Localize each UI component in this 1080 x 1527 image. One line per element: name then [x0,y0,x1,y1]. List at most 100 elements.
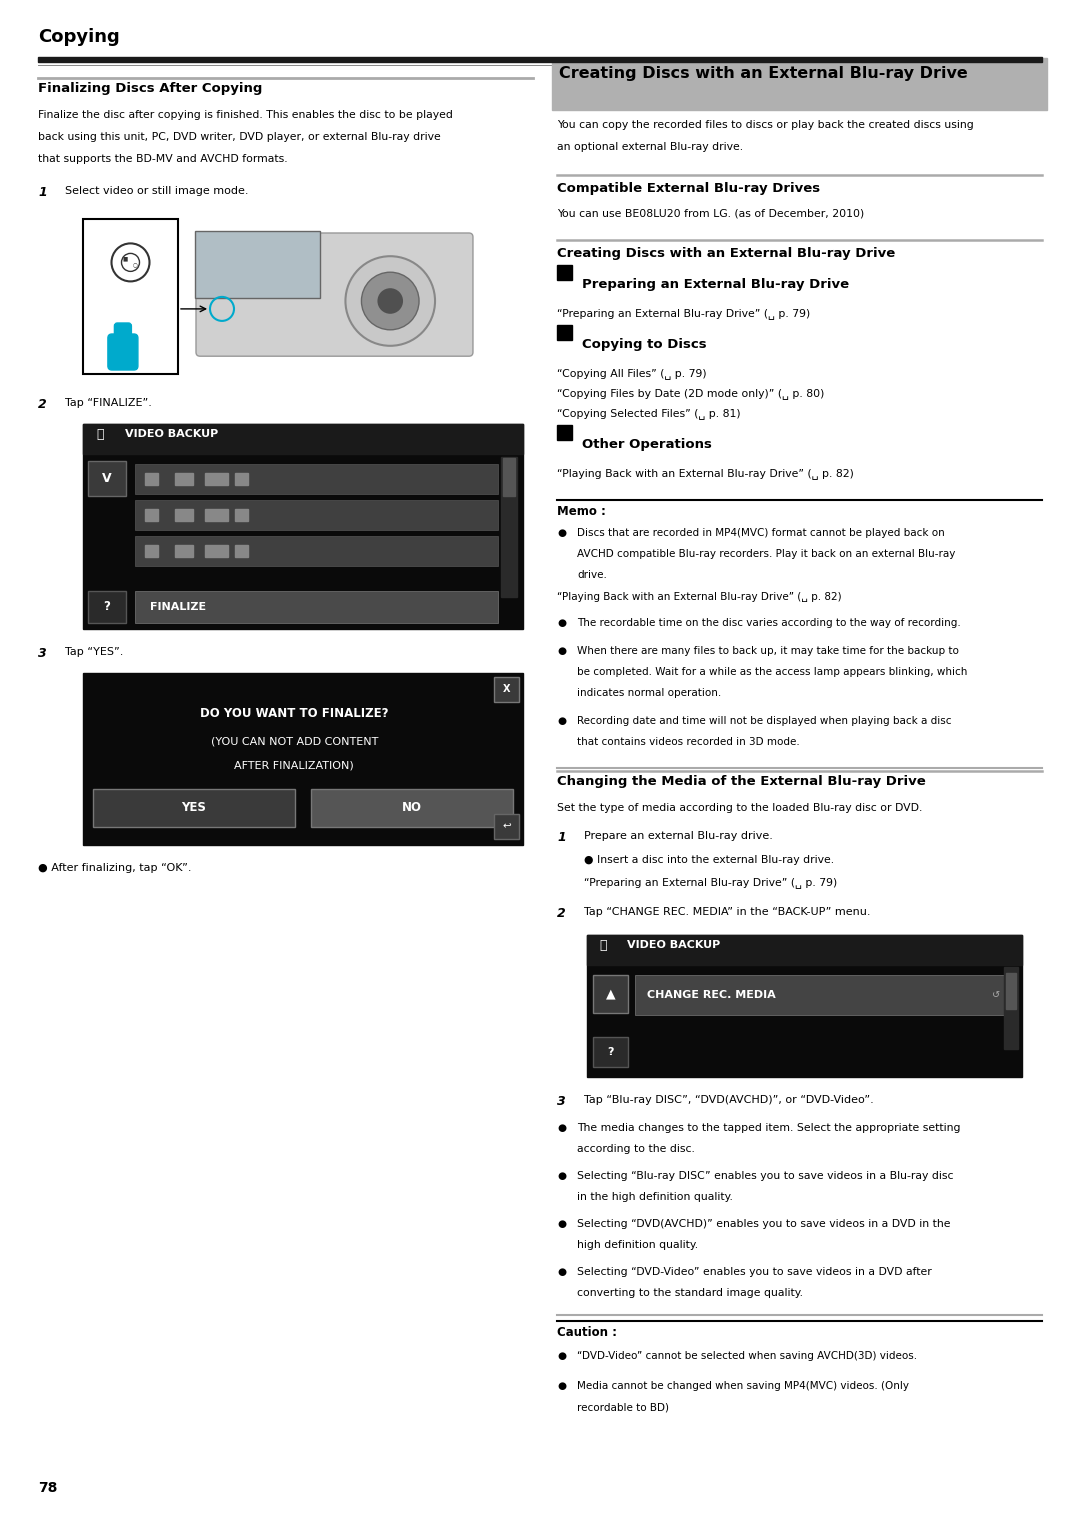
Text: The recordable time on the disc varies according to the way of recording.: The recordable time on the disc varies a… [577,618,961,628]
Bar [83,673,523,844]
Text: “Playing Back with an External Blu-ray Drive” (␣ p. 82): “Playing Back with an External Blu-ray D… [557,592,841,602]
Text: “Preparing an External Blu-ray Drive” (␣ p. 79): “Preparing an External Blu-ray Drive” (␣… [584,876,837,887]
Text: 2: 2 [557,907,566,919]
Text: Finalizing Discs After Copying: Finalizing Discs After Copying [38,82,262,95]
FancyBboxPatch shape [195,231,320,298]
Text: Set the type of media according to the loaded Blu-ray disc or DVD.: Set the type of media according to the l… [557,803,922,812]
Bar [235,473,248,486]
Text: ○: ○ [133,263,138,267]
Bar [235,545,248,557]
Text: “Copying All Files” (␣ p. 79): “Copying All Files” (␣ p. 79) [557,368,706,379]
Text: AVCHD compatible Blu-ray recorders. Play it back on an external Blu-ray: AVCHD compatible Blu-ray recorders. Play… [577,550,956,559]
Text: ▲: ▲ [606,988,616,1000]
Text: Recording date and time will not be displayed when playing back a disc: Recording date and time will not be disp… [577,716,951,725]
Text: “Copying Files by Date (2D mode only)” (␣ p. 80): “Copying Files by Date (2D mode only)” (… [557,388,824,399]
Bar [135,464,498,495]
Text: Tap “CHANGE REC. MEDIA” in the “BACK-UP” menu.: Tap “CHANGE REC. MEDIA” in the “BACK-UP”… [584,907,870,918]
Text: “Playing Back with an External Blu-ray Drive” (␣ p. 82): “Playing Back with an External Blu-ray D… [557,467,854,479]
Text: YES: YES [181,802,206,814]
Bar [83,425,523,454]
Circle shape [377,289,403,315]
Circle shape [346,257,435,345]
Bar [235,508,248,521]
FancyBboxPatch shape [108,334,138,370]
Bar [135,591,498,623]
Bar [175,473,193,486]
Bar [145,473,158,486]
Text: ● After finalizing, tap “OK”.: ● After finalizing, tap “OK”. [38,863,191,873]
Text: indicates normal operation.: indicates normal operation. [577,689,721,698]
FancyBboxPatch shape [114,324,132,347]
Text: 3: 3 [557,1095,566,1109]
Text: back using this unit, PC, DVD writer, DVD player, or external Blu-ray drive: back using this unit, PC, DVD writer, DV… [38,131,441,142]
Bar [38,56,1042,63]
Text: X: X [503,684,510,695]
Bar [557,325,572,341]
Text: 📹: 📹 [96,428,104,441]
Text: ↩: ↩ [502,822,511,832]
Text: ●: ● [557,1122,566,1133]
Text: Tap “Blu-ray DISC”, “DVD(AVCHD)”, or “DVD-Video”.: Tap “Blu-ray DISC”, “DVD(AVCHD)”, or “DV… [584,1095,874,1106]
Text: 3: 3 [38,647,46,660]
Bar [205,545,228,557]
Text: ?: ? [104,600,110,614]
Text: FINALIZE: FINALIZE [150,602,206,612]
Text: in the high definition quality.: in the high definition quality. [577,1193,733,1202]
Text: Compatible External Blu-ray Drives: Compatible External Blu-ray Drives [557,182,820,195]
Bar [175,545,193,557]
Text: You can use BE08LU20 from LG. (as of December, 2010): You can use BE08LU20 from LG. (as of Dec… [557,209,864,218]
Text: high definition quality.: high definition quality. [577,1240,698,1251]
Bar [588,935,1022,965]
Text: Finalize the disc after copying is finished. This enables the disc to be played: Finalize the disc after copying is finis… [38,110,453,121]
Bar [1004,967,1018,1049]
Bar [205,473,228,486]
Bar [175,508,193,521]
Text: Caution :: Caution : [557,1325,617,1339]
Text: ●: ● [557,1171,566,1180]
Text: ●: ● [557,716,566,725]
Bar [494,814,519,838]
Text: ●: ● [557,1267,566,1277]
Text: CHANGE REC. MEDIA: CHANGE REC. MEDIA [647,989,775,1000]
Text: ?: ? [607,1048,613,1057]
Text: Select video or still image mode.: Select video or still image mode. [65,186,248,195]
Text: an optional external Blu-ray drive.: an optional external Blu-ray drive. [557,142,743,153]
Bar [93,789,295,828]
Text: Copying to Discs: Copying to Discs [582,337,706,351]
Text: NO: NO [402,802,422,814]
Text: Creating Discs with an External Blu-ray Drive: Creating Discs with an External Blu-ray … [557,247,895,260]
Text: that supports the BD-MV and AVCHD formats.: that supports the BD-MV and AVCHD format… [38,154,287,163]
Bar [135,536,498,567]
Text: Memo :: Memo : [557,505,606,518]
Bar [494,676,519,702]
Text: ● Insert a disc into the external Blu-ray drive.: ● Insert a disc into the external Blu-ra… [584,855,834,864]
Text: ■: ■ [123,257,129,263]
Text: ↺: ↺ [993,989,1000,1000]
Text: Selecting “DVD-Video” enables you to save videos in a DVD after: Selecting “DVD-Video” enables you to sav… [577,1267,932,1277]
Bar [557,426,572,440]
Bar [557,266,572,281]
Bar [205,508,228,521]
Text: ●: ● [557,618,566,628]
Text: The media changes to the tapped item. Select the appropriate setting: The media changes to the tapped item. Se… [577,1122,960,1133]
Text: DO YOU WANT TO FINALIZE?: DO YOU WANT TO FINALIZE? [200,707,389,721]
Bar [83,218,178,374]
Bar [87,461,126,496]
Bar [83,425,523,629]
Bar [135,499,498,530]
Text: be completed. Wait for a while as the access lamp appears blinking, which: be completed. Wait for a while as the ac… [577,667,968,676]
Bar [311,789,513,828]
Text: Tap “YES”.: Tap “YES”. [65,647,123,657]
Text: Selecting “Blu-ray DISC” enables you to save videos in a Blu-ray disc: Selecting “Blu-ray DISC” enables you to … [577,1171,954,1180]
Text: recordable to BD): recordable to BD) [577,1402,669,1412]
Bar [145,545,158,557]
Text: Changing the Media of the External Blu-ray Drive: Changing the Media of the External Blu-r… [557,776,926,788]
Bar [552,58,1047,110]
Text: When there are many files to back up, it may take time for the backup to: When there are many files to back up, it… [577,646,959,657]
Text: ●: ● [557,1351,566,1361]
Text: drive.: drive. [577,570,607,580]
Text: V: V [103,472,112,486]
Text: Discs that are recorded in MP4(MVC) format cannot be played back on: Discs that are recorded in MP4(MVC) form… [577,528,945,538]
Text: 1: 1 [557,831,566,844]
Text: ●: ● [557,646,566,657]
